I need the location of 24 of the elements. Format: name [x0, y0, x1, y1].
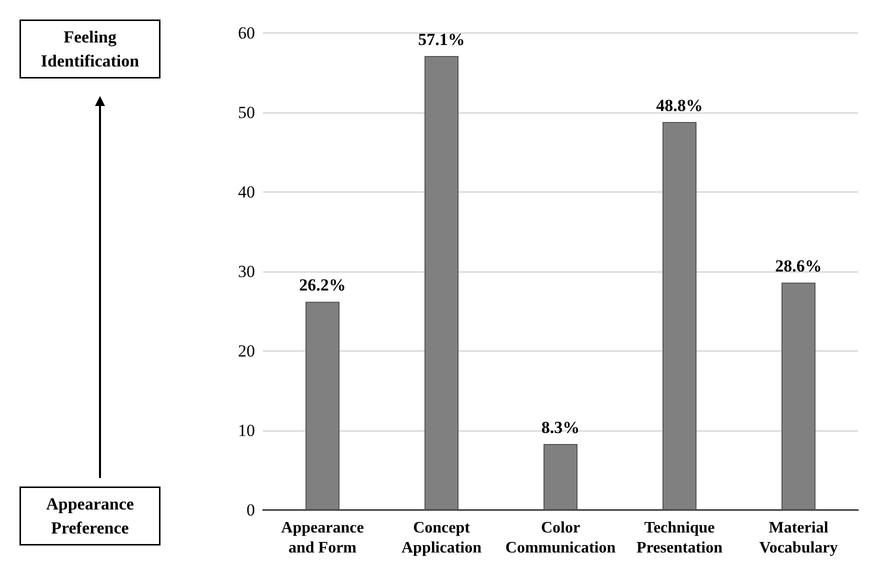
- y-tick-label: 30: [238, 262, 255, 281]
- y-tick-label: 40: [238, 182, 255, 202]
- bar: [782, 282, 816, 510]
- x-tick-label: Material Vocabulary: [759, 520, 838, 556]
- text: Appearance Preference: [46, 494, 134, 538]
- data-label: 48.8%: [656, 96, 703, 116]
- data-label: 8.3%: [541, 418, 580, 438]
- text: Feeling Identification: [40, 28, 140, 70]
- y-tick-label: 60: [238, 24, 255, 42]
- y-tick-label: 20: [238, 342, 255, 360]
- x-tick-label: Appearance and Form: [281, 520, 364, 556]
- data-label: 28.6%: [775, 256, 822, 276]
- y-tick-label: 50: [238, 103, 255, 122]
- y-tick-label: 10: [238, 421, 255, 440]
- bar: [306, 302, 340, 510]
- bar: [424, 56, 458, 510]
- x-tick-label: Concept Application: [401, 520, 482, 556]
- bar: [544, 444, 578, 510]
- data-label: 57.1%: [418, 30, 465, 50]
- x-tick-label: Technique Presentation: [636, 520, 723, 556]
- y-tick-label: 0: [246, 500, 255, 520]
- data-label: 26.2%: [299, 276, 346, 295]
- bar: [662, 122, 696, 510]
- x-tick-label: Color Communication: [505, 520, 616, 556]
